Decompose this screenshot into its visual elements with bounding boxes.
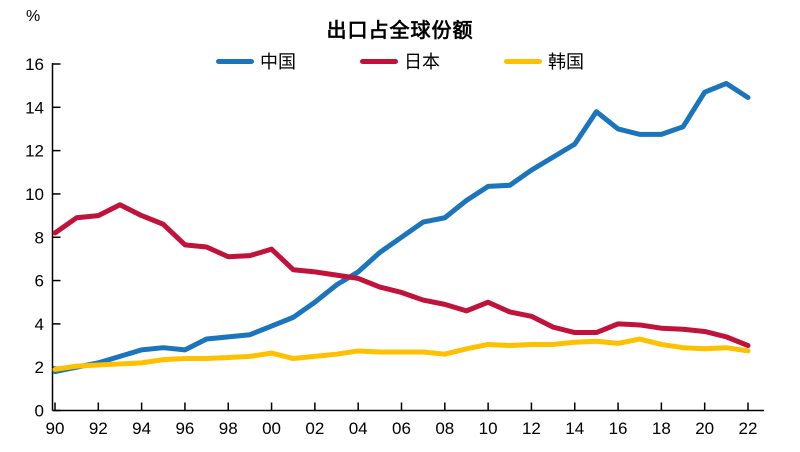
- y-tick-label: 2: [35, 358, 44, 377]
- legend: 中国 日本 韩国: [216, 48, 584, 74]
- japan-line-marker-icon: [360, 58, 398, 64]
- x-tick-label: 18: [652, 419, 671, 438]
- legend-item-china: 中国: [216, 48, 296, 74]
- y-tick-label: 10: [25, 185, 44, 204]
- y-tick-label: 8: [35, 228, 44, 247]
- legend-label-korea: 韩国: [548, 52, 584, 72]
- korea-line-marker-icon: [504, 58, 542, 64]
- y-tick-label: 4: [35, 315, 44, 334]
- legend-item-japan: 日本: [360, 48, 440, 74]
- y-tick-label: 12: [25, 142, 44, 161]
- x-tick-label: 02: [305, 419, 324, 438]
- x-tick-label: 12: [522, 419, 541, 438]
- y-tick-label: 0: [35, 402, 44, 421]
- x-tick-label: 04: [349, 419, 368, 438]
- x-tick-label: 96: [175, 419, 194, 438]
- x-tick-label: 20: [695, 419, 714, 438]
- x-tick-label: 90: [46, 419, 65, 438]
- x-tick-label: 98: [219, 419, 238, 438]
- chart-title: 出口占全球份额: [326, 20, 474, 42]
- x-tick-label: 22: [739, 419, 758, 438]
- y-tick-label: 16: [25, 55, 44, 74]
- y-axis-unit-label: %: [26, 8, 41, 25]
- y-tick-label: 14: [25, 98, 44, 117]
- x-tick-label: 16: [609, 419, 628, 438]
- x-tick-label: 06: [392, 419, 411, 438]
- x-tick-label: 10: [479, 419, 498, 438]
- y-tick-label: 6: [35, 272, 44, 291]
- legend-label-japan: 日本: [404, 52, 440, 72]
- x-tick-label: 08: [435, 419, 454, 438]
- series-line-日本: [52, 202, 751, 349]
- x-tick-label: 00: [262, 419, 281, 438]
- x-tick-label: 14: [565, 419, 584, 438]
- legend-label-china: 中国: [260, 52, 296, 72]
- x-tick-label: 94: [132, 419, 151, 438]
- x-tick-label: 92: [89, 419, 108, 438]
- china-line-marker-icon: [216, 58, 254, 64]
- series-line-韩国: [52, 336, 751, 372]
- series-line-中国: [52, 80, 751, 375]
- legend-item-korea: 韩国: [504, 48, 584, 74]
